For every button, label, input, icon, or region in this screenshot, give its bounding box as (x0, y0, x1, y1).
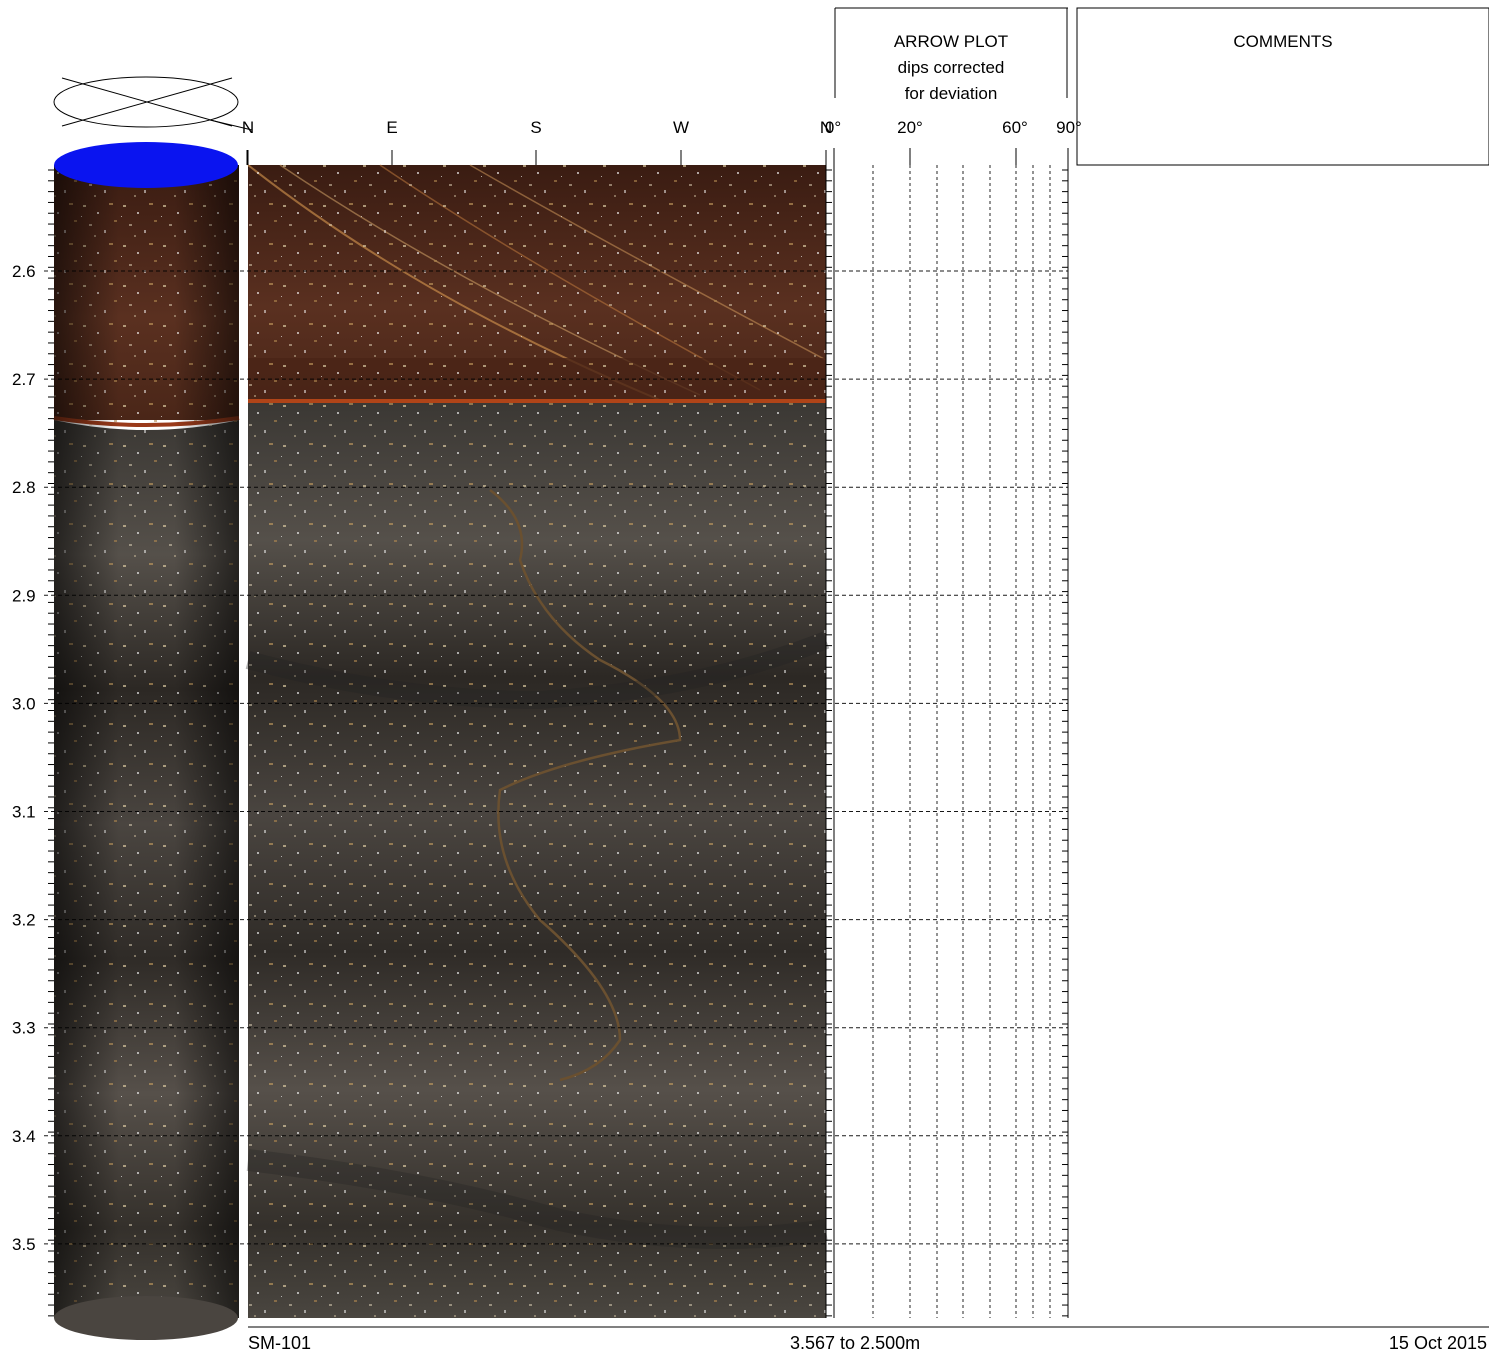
dip-scale-label: 0° (825, 118, 841, 137)
compass-ellipse-icon (53, 76, 253, 131)
compass-label: E (386, 118, 397, 137)
compass-label: S (530, 118, 541, 137)
depth-label: 3.3 (12, 1019, 36, 1038)
compass-label: N (242, 118, 254, 137)
depth-label: 2.6 (12, 262, 36, 281)
depth-label: 2.9 (12, 586, 36, 605)
depth-label: 2.7 (12, 370, 36, 389)
depth-label: 3.4 (12, 1127, 36, 1146)
arrow-plot-title-line-2: dips corrected (897, 58, 1005, 77)
core-cylinder (53, 142, 240, 1340)
depth-label: 2.8 (12, 478, 36, 497)
dip-scale-label: 90° (1056, 118, 1082, 137)
compass-label: W (673, 118, 689, 137)
depth-axis: 2.6 2.7 2.8 2.9 3.0 3.1 3.2 3.3 3.4 3.5 (12, 262, 36, 1254)
arrow-plot-title: ARROW PLOT dips corrected for deviation (835, 29, 1067, 107)
arrow-plot-header-frame (834, 7, 1068, 98)
depth-label: 3.0 (12, 694, 36, 713)
core-top-cap (54, 142, 238, 188)
comments-box (1076, 7, 1489, 166)
log-date: 15 Oct 2015 (1388, 1333, 1487, 1353)
arrow-plot-title-line-1: ARROW PLOT (893, 32, 1009, 51)
compass-label: N (820, 118, 832, 137)
dip-grid-lines: 0° 20° 60° 90° (825, 118, 1082, 1318)
depth-grid-lines (44, 169, 1068, 1317)
depth-range: 3.567 to 2.500m (790, 1333, 921, 1353)
depth-label: 3.2 (12, 911, 36, 930)
unwrapped-core-image (245, 164, 830, 1318)
dip-scale-label: 20° (897, 118, 923, 137)
hole-id: SM-101 (248, 1333, 312, 1353)
depth-label: 3.1 (12, 803, 36, 822)
dip-scale-label: 60° (1002, 118, 1028, 137)
comments-title: COMMENTS (1233, 32, 1333, 51)
arrow-plot-title-line-3: for deviation (904, 84, 998, 103)
depth-label: 3.5 (12, 1235, 36, 1254)
